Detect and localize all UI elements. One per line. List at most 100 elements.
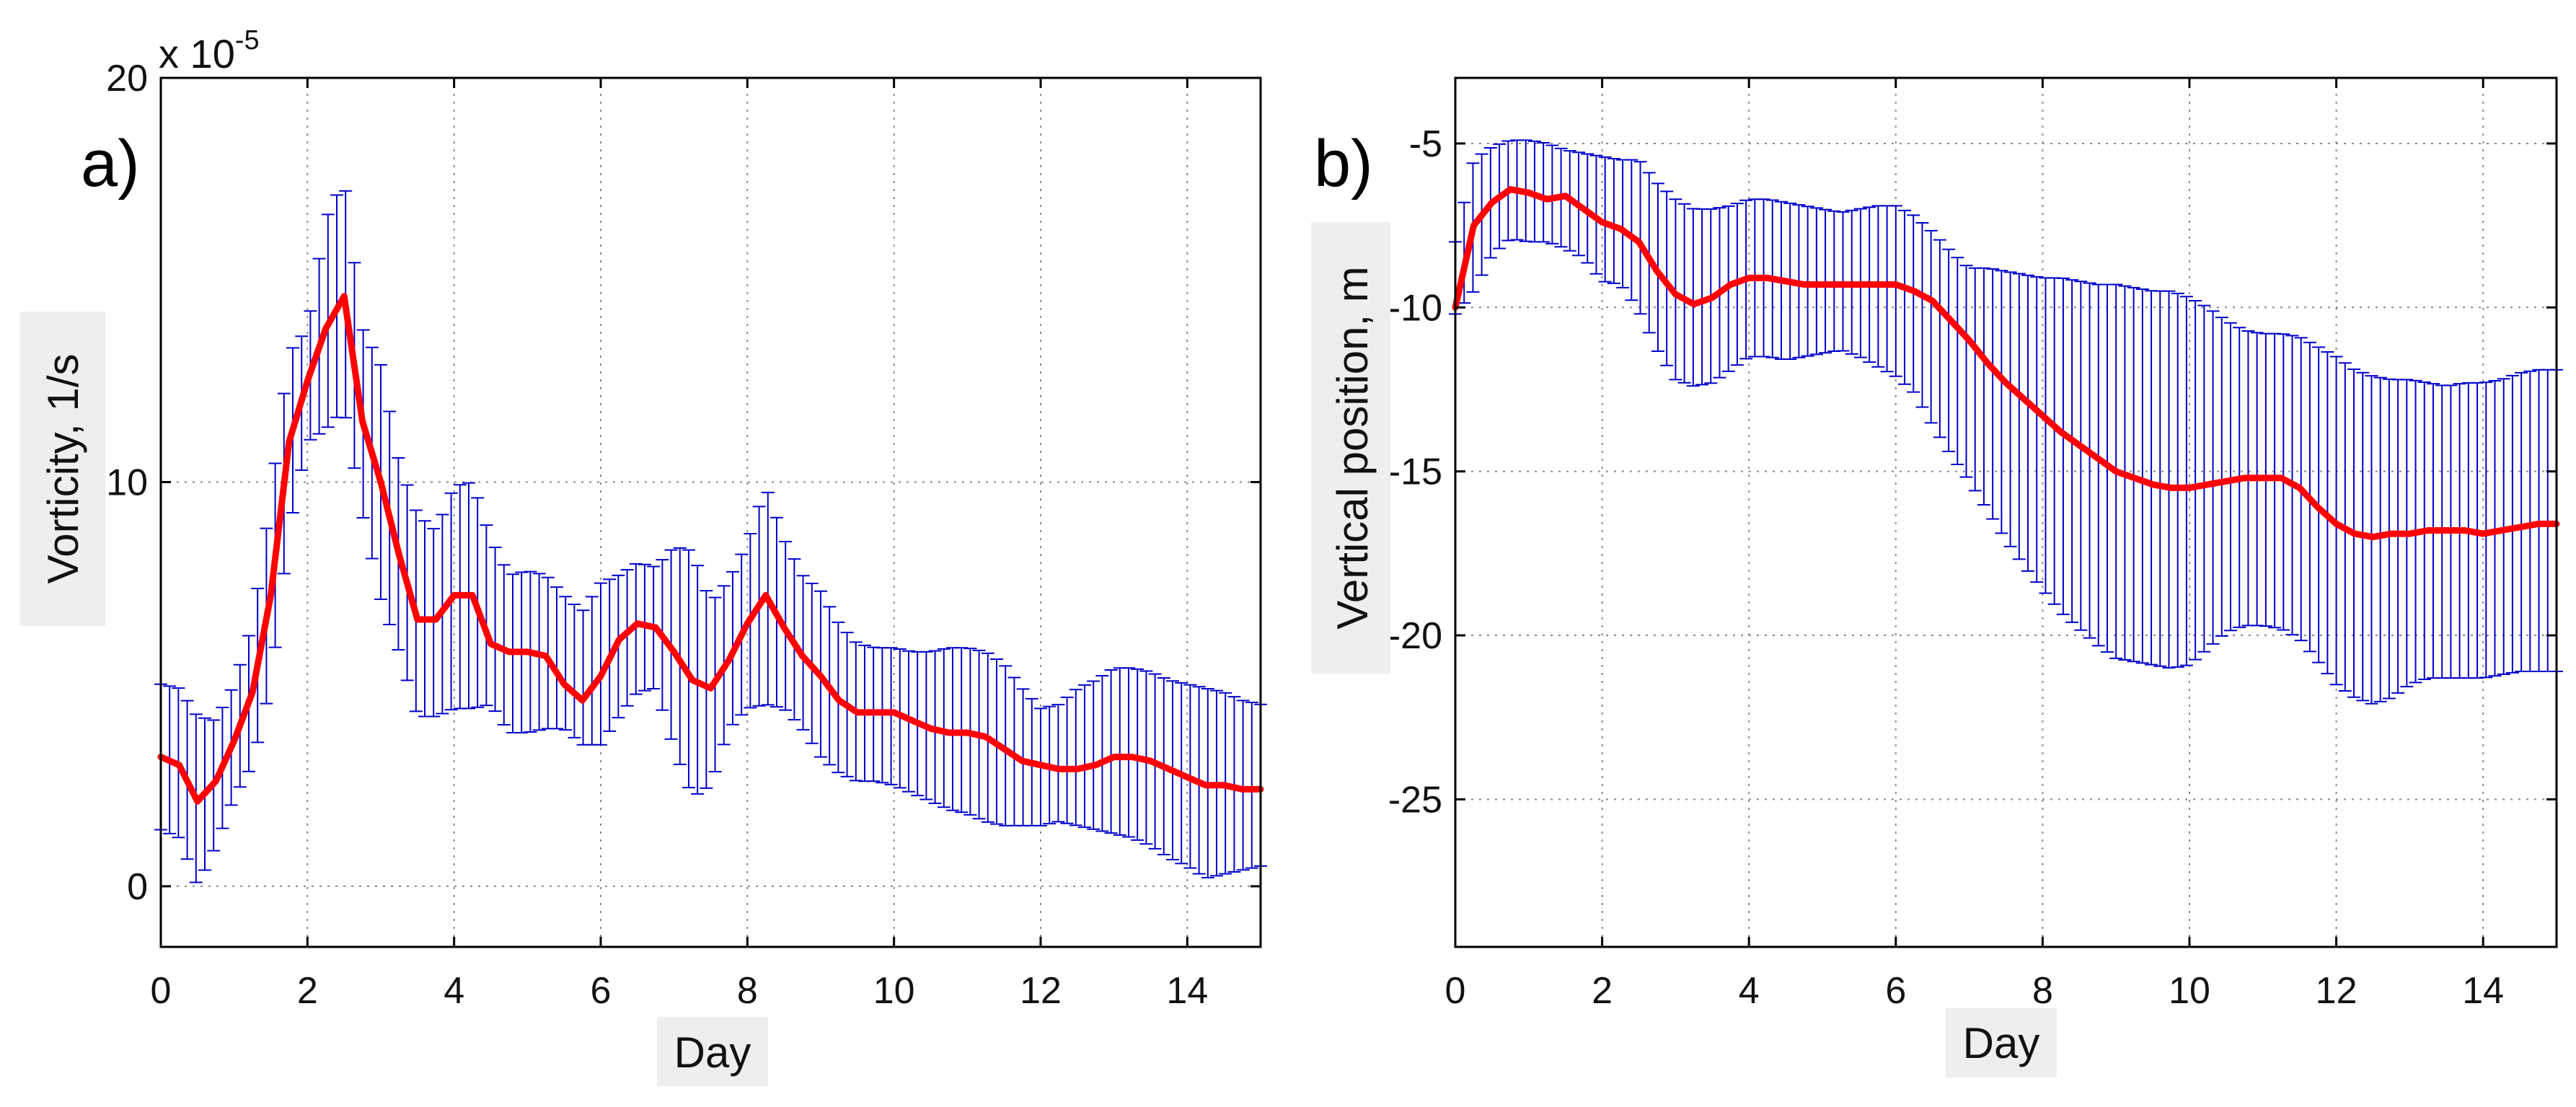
panel-b-ytick-label: -15 bbox=[1388, 451, 1442, 493]
panel-b-xtick-label: 12 bbox=[2316, 970, 2357, 1012]
panel-a-ylabel-bg bbox=[20, 312, 105, 626]
panel-b-error-bar bbox=[1598, 156, 1612, 283]
panel-b-xtick-label: 10 bbox=[2169, 970, 2210, 1012]
panel-b-error-bar bbox=[1889, 205, 1902, 377]
panel-b-xtick-label: 14 bbox=[2462, 970, 2504, 1012]
panel-a-multiplier: x 10-5 bbox=[159, 25, 260, 76]
panel-b-ytick-label: -10 bbox=[1388, 287, 1442, 329]
panel-b-error-bar bbox=[1951, 257, 1964, 466]
panel-a-error-bar bbox=[594, 582, 607, 746]
panel-a-error-bar bbox=[1122, 667, 1135, 838]
panel-a-xtick-label: 10 bbox=[873, 970, 915, 1012]
panel-a-xtick-label: 14 bbox=[1166, 970, 1208, 1012]
panel-a-ytick-labels: 0 10 20 bbox=[106, 58, 148, 908]
panel-b-ytick-labels: -5 -10 -15 -20 -25 bbox=[1388, 123, 1442, 821]
panel-a-vorticity: 0 2 4 6 8 10 12 14 0 10 20 x 10-5 a) Vorticity, 1… bbox=[20, 25, 1267, 1086]
panel-b-xtick-label: 4 bbox=[1739, 970, 1760, 1012]
panel-b-error-bar bbox=[2197, 304, 2211, 653]
panel-b-error-bar bbox=[1633, 161, 1647, 315]
panel-a-xtick-label: 12 bbox=[1020, 970, 1062, 1012]
panel-b-error-bar bbox=[2021, 274, 2035, 572]
panel-a-error-bar bbox=[1060, 696, 1074, 824]
panel-b-error-bar bbox=[2179, 296, 2193, 666]
panel-a-ytick-label: 0 bbox=[127, 866, 148, 908]
panel-b-ylabel: Vertical position, m bbox=[1328, 266, 1377, 630]
panel-b-error-bar bbox=[1545, 144, 1559, 244]
panel-b-ticks bbox=[1454, 78, 2557, 947]
panel-a-label: a) bbox=[81, 127, 140, 200]
panel-a-error-bar bbox=[480, 524, 493, 707]
panel-b-error-bar bbox=[1809, 207, 1823, 356]
panel-b-error-bar bbox=[2056, 277, 2070, 615]
panel-a-error-bar bbox=[559, 596, 573, 731]
panel-a-error-bar bbox=[550, 586, 563, 730]
panel-b-xtick-label: 2 bbox=[1592, 970, 1613, 1012]
panel-b-error-bar bbox=[1915, 221, 1929, 408]
panel-b-xtick-label: 6 bbox=[1885, 970, 1906, 1012]
panel-b-xtick-labels: 0 2 4 6 8 10 12 14 bbox=[1445, 970, 2505, 1012]
panel-b-error-bar bbox=[2215, 317, 2228, 637]
panel-b-error-bar bbox=[2065, 279, 2079, 623]
panel-b-error-bar bbox=[2171, 292, 2184, 668]
panel-b-ytick-label: -20 bbox=[1388, 615, 1442, 657]
panel-a-error-bar bbox=[1069, 689, 1082, 826]
panel-b-error-bar bbox=[2003, 271, 2017, 547]
panel-a-xlabel-bg bbox=[657, 1017, 768, 1086]
panel-a-error-bar bbox=[1095, 675, 1109, 832]
panel-a-error-bar bbox=[1051, 703, 1065, 823]
panel-b-ytick-label: -5 bbox=[1409, 123, 1442, 165]
panel-b-error-bar bbox=[1995, 270, 2008, 534]
panel-b-error-bar bbox=[2012, 273, 2026, 560]
panel-b-error-bar bbox=[1959, 265, 1973, 478]
panel-b-axes-box bbox=[1454, 76, 2558, 948]
panel-b-xlabel: Day bbox=[1963, 1019, 2040, 1067]
panel-b-xtick-label: 0 bbox=[1445, 970, 1466, 1012]
panel-b-ytick-label: -25 bbox=[1388, 779, 1442, 821]
panel-b-error-bar bbox=[1933, 239, 1946, 438]
panel-a-error-bar bbox=[1245, 702, 1258, 869]
panel-b-error-bar bbox=[1457, 201, 1471, 304]
panel-a-error-bar bbox=[1131, 668, 1144, 841]
panel-b-error-bar bbox=[1977, 267, 1990, 506]
panel-a-xtick-labels: 0 2 4 6 8 10 12 14 bbox=[151, 970, 1209, 1012]
panel-b-vertical-position: 0 2 4 6 8 10 12 14 -5 -10 -15 -20 -25 b) Vertical p… bbox=[1311, 76, 2563, 1077]
panel-b-error-bar bbox=[1907, 214, 1920, 393]
panel-b-error-bar bbox=[1924, 229, 1938, 424]
panel-b-error-bar bbox=[2162, 290, 2176, 669]
panel-b-error-bar bbox=[2083, 282, 2096, 639]
panel-b-error-bar bbox=[2074, 281, 2088, 631]
panel-b-error-bar bbox=[2224, 322, 2238, 632]
panel-a-axes-box bbox=[159, 76, 1262, 948]
panel-b-error-bar bbox=[1819, 208, 1832, 354]
panel-a-error-bar bbox=[497, 564, 511, 725]
panel-a-error-bar bbox=[1104, 669, 1118, 834]
panel-b-error-bar bbox=[2189, 300, 2202, 661]
panel-b-error-bar bbox=[1801, 206, 1814, 357]
panel-a-xtick-label: 2 bbox=[297, 970, 318, 1012]
panel-a-ticks bbox=[159, 76, 1261, 947]
panel-b-error-bar bbox=[1625, 159, 1638, 301]
panel-b-error-bar bbox=[1607, 158, 1620, 284]
panel-b-error-bar bbox=[2479, 382, 2493, 679]
panel-a-xtick-label: 0 bbox=[151, 970, 172, 1012]
panel-a-error-bar bbox=[620, 568, 634, 707]
panel-a-ytick-label: 20 bbox=[106, 58, 148, 100]
panel-b-error-bar bbox=[2206, 310, 2220, 645]
panel-a-error-bar bbox=[488, 547, 502, 713]
panel-a-ytick-label: 10 bbox=[106, 462, 148, 503]
panel-b-error-bar bbox=[1677, 203, 1691, 384]
panel-b-error-bar bbox=[1986, 268, 2000, 520]
panel-a-xlabel: Day bbox=[674, 1028, 751, 1077]
panel-b-xlabel-bg bbox=[1946, 1008, 2057, 1077]
panel-a-ylabel: Vorticity, 1/s bbox=[39, 354, 87, 584]
panel-b-error-bar bbox=[2373, 376, 2387, 702]
panel-b-error-bar bbox=[2030, 275, 2044, 583]
panel-b-error-bar bbox=[2135, 288, 2149, 664]
panel-a-error-bar bbox=[1236, 700, 1250, 871]
panel-a-error-bar bbox=[884, 647, 898, 785]
panel-a-error-bar bbox=[1078, 684, 1091, 829]
panel-a-mean-line bbox=[157, 293, 1264, 805]
panel-a-plot-area bbox=[161, 78, 1261, 947]
panel-b-error-bar bbox=[1898, 209, 1912, 385]
